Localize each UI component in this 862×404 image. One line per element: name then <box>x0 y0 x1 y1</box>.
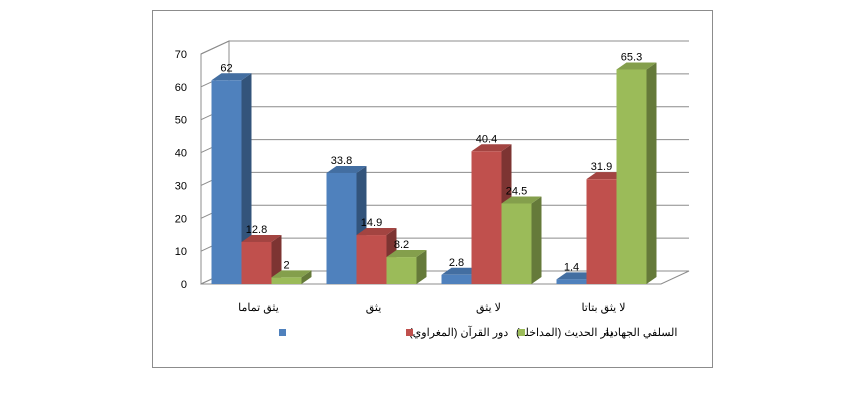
data-label: 12.8 <box>246 224 267 236</box>
y-tick-label: 40 <box>175 148 187 160</box>
bar-front <box>471 151 502 284</box>
bar-side <box>416 250 427 284</box>
bar-front <box>586 179 617 284</box>
legend-item: دور القرآن (المغراوي) <box>279 326 508 339</box>
data-label: 1.4 <box>564 261 579 273</box>
legend-swatch <box>518 329 525 336</box>
bar-front <box>356 235 387 284</box>
y-tick-label: 50 <box>175 115 187 127</box>
y-tick-label: 30 <box>175 180 187 192</box>
gridline <box>200 73 689 88</box>
gridline <box>200 40 689 55</box>
bar-front <box>386 257 417 284</box>
bar <box>271 270 312 284</box>
bar-top <box>211 73 252 81</box>
legend-swatch <box>406 329 413 336</box>
bar-top <box>271 270 312 278</box>
bar-side <box>241 73 252 285</box>
bar-top <box>356 228 397 236</box>
bar-side <box>271 234 282 284</box>
bar-side <box>531 196 542 284</box>
data-label: 65.3 <box>621 51 642 63</box>
legend: دور القرآن (المغراوي) دار الحديث (المداخل… <box>279 326 677 339</box>
y-tick-label: 10 <box>175 246 187 258</box>
bar <box>501 196 542 284</box>
chart-frame: 0 10 20 30 40 50 60 70 62 12.8 2 33.8 14.9 8.2 2.8 40.… <box>152 10 713 368</box>
data-label: 2 <box>283 259 289 271</box>
x-category-label: يثق <box>366 302 382 314</box>
legend-item: دار الحديث (المداخلة) <box>406 327 614 339</box>
legend-label: دور القرآن (المغراوي) <box>409 326 508 339</box>
bar-front <box>616 69 647 284</box>
bar-front <box>211 80 242 285</box>
legend-swatch <box>279 329 286 336</box>
y-axis-ticks: 0 10 20 30 40 50 60 70 <box>175 49 187 291</box>
legend-label: السلفي الجهادية <box>604 327 677 339</box>
data-label: 14.9 <box>361 217 382 229</box>
x-category-label: لا يثق بتاتا <box>581 302 625 314</box>
bar-front <box>241 241 272 284</box>
gridline <box>200 106 689 121</box>
data-label: 62 <box>220 62 232 74</box>
bar-top <box>501 196 542 204</box>
data-label: 40.4 <box>476 133 497 145</box>
y-tick-label: 0 <box>181 279 187 291</box>
x-axis-category-labels: يثق تماما يثق لا يثق لا يثق بتاتا <box>238 302 625 314</box>
bars: 62 12.8 2 33.8 14.9 8.2 2.8 40.4 24.5 1.4 31.9 65.3 <box>211 51 657 285</box>
bar-front <box>501 203 532 284</box>
data-label: 33.8 <box>331 155 352 167</box>
bar <box>356 228 397 284</box>
data-label: 31.9 <box>591 161 612 173</box>
bar <box>616 62 657 284</box>
bar <box>211 73 252 285</box>
bar-front <box>556 279 587 284</box>
gridline <box>200 139 689 154</box>
bar-top <box>386 250 427 258</box>
bar-side <box>301 270 312 284</box>
bar-chart: 0 10 20 30 40 50 60 70 62 12.8 2 33.8 14.9 8.2 2.8 40.… <box>175 40 690 339</box>
bar-top <box>241 234 282 242</box>
legend-item: السلفي الجهادية <box>518 327 677 339</box>
bar <box>386 250 427 284</box>
data-label: 2.8 <box>449 257 464 269</box>
legend-label: دار الحديث (المداخلة) <box>516 327 614 339</box>
bar-side <box>646 62 657 284</box>
y-tick-label: 60 <box>175 82 187 94</box>
x-category-label: يثق تماما <box>238 302 279 314</box>
data-label: 24.5 <box>506 186 527 198</box>
bar <box>241 234 282 284</box>
data-label: 8.2 <box>394 239 409 251</box>
y-tick-label: 20 <box>175 213 187 225</box>
y-tick-label: 70 <box>175 49 187 61</box>
bar-front <box>326 172 357 284</box>
bar-front <box>441 274 472 284</box>
x-category-label: لا يثق <box>476 302 501 314</box>
bar-front <box>271 277 302 284</box>
bar-top <box>471 144 512 152</box>
bar-top <box>616 62 657 70</box>
bar-top <box>326 165 367 173</box>
